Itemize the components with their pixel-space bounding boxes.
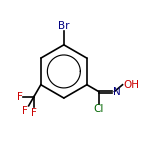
Text: Cl: Cl: [93, 104, 104, 114]
Text: Br: Br: [58, 21, 70, 31]
Text: F: F: [31, 108, 37, 118]
Text: F: F: [22, 106, 28, 116]
Text: OH: OH: [123, 80, 139, 90]
Text: N: N: [113, 87, 121, 97]
Text: F: F: [17, 92, 23, 102]
